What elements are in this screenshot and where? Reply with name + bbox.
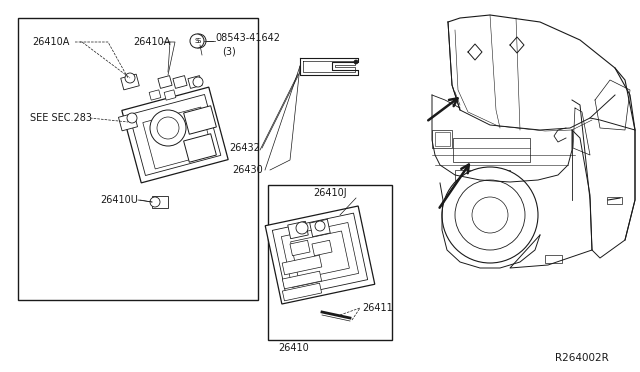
Text: R264002R: R264002R (555, 353, 609, 363)
Polygon shape (290, 240, 310, 256)
Text: S: S (197, 38, 201, 44)
Circle shape (354, 60, 358, 64)
Polygon shape (121, 74, 140, 90)
Text: 26410J: 26410J (313, 188, 347, 198)
Circle shape (296, 222, 308, 234)
Circle shape (193, 77, 203, 87)
Polygon shape (282, 283, 322, 301)
Text: 26411: 26411 (362, 303, 393, 313)
Polygon shape (149, 90, 161, 100)
Circle shape (150, 197, 160, 207)
Circle shape (127, 113, 137, 123)
Bar (435, 132, 450, 146)
Polygon shape (282, 255, 322, 275)
Bar (432, 130, 452, 148)
Polygon shape (184, 134, 216, 162)
Polygon shape (188, 76, 202, 89)
Circle shape (157, 117, 179, 139)
Polygon shape (164, 90, 176, 100)
Text: SEE SEC.283: SEE SEC.283 (30, 113, 92, 123)
Circle shape (150, 110, 186, 146)
Text: 26410A: 26410A (32, 37, 69, 47)
Text: 26410: 26410 (278, 343, 308, 353)
Circle shape (192, 34, 206, 48)
Text: S: S (195, 38, 199, 44)
Polygon shape (291, 231, 349, 279)
Bar (490, 170, 510, 180)
Polygon shape (173, 76, 187, 89)
Text: 08543-41642: 08543-41642 (215, 33, 280, 43)
Bar (18, 18, 258, 300)
Polygon shape (158, 76, 172, 89)
Circle shape (190, 34, 204, 48)
Polygon shape (288, 221, 308, 239)
Polygon shape (118, 113, 138, 131)
Bar (607, 197, 622, 204)
Bar (453, 138, 530, 162)
Polygon shape (129, 94, 221, 176)
Circle shape (125, 73, 135, 83)
Text: 26430: 26430 (232, 165, 263, 175)
Text: 26432: 26432 (229, 143, 260, 153)
Text: 26410A: 26410A (133, 37, 170, 47)
Text: 26410U: 26410U (100, 195, 138, 205)
Polygon shape (143, 107, 213, 169)
Bar (152, 196, 168, 208)
Text: (3): (3) (222, 46, 236, 56)
Polygon shape (273, 213, 367, 297)
Circle shape (442, 167, 538, 263)
Polygon shape (312, 240, 332, 256)
Polygon shape (122, 87, 228, 183)
Circle shape (315, 221, 325, 231)
Bar (268, 185, 392, 340)
Polygon shape (184, 106, 216, 134)
Circle shape (472, 197, 508, 233)
Bar (455, 170, 475, 180)
Polygon shape (282, 271, 322, 289)
Bar (545, 255, 562, 263)
Circle shape (455, 180, 525, 250)
Polygon shape (265, 206, 375, 304)
Polygon shape (310, 219, 330, 237)
Polygon shape (282, 222, 358, 288)
